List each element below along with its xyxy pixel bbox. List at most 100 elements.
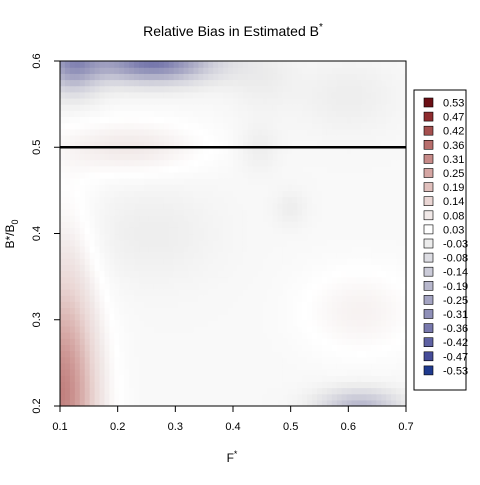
heatmap-cell (148, 288, 155, 296)
heatmap-cell (119, 350, 125, 358)
heatmap-cell (297, 190, 303, 198)
heatmap-cell (272, 153, 279, 161)
heatmap-cell (252, 79, 259, 87)
heatmap-cell (158, 67, 165, 74)
heatmap-cell (292, 399, 298, 407)
heatmap-cell (267, 362, 274, 370)
heatmap-cell (302, 134, 308, 142)
heatmap-cell (233, 227, 239, 235)
heatmap-cell (252, 97, 259, 105)
heatmap-cell (312, 288, 318, 296)
heatmap-cell (163, 178, 170, 185)
heatmap-cell (237, 282, 244, 290)
heatmap-cell (312, 245, 318, 253)
heatmap-cell (208, 73, 214, 81)
heatmap-cell (148, 159, 155, 167)
heatmap-cell (64, 208, 71, 216)
heatmap-cell (94, 159, 101, 167)
heatmap-cell (336, 399, 343, 407)
heatmap-cell (144, 67, 150, 74)
heatmap-cell (109, 110, 115, 118)
heatmap-cell (114, 61, 120, 68)
heatmap-cell (153, 332, 160, 339)
heatmap-cell (237, 147, 244, 155)
heatmap-cell (312, 375, 318, 382)
heatmap-cell (242, 393, 249, 401)
heatmap-cell (148, 313, 155, 321)
heatmap-cell (119, 147, 125, 155)
heatmap-cell (361, 233, 368, 241)
heatmap-cell (94, 295, 101, 302)
heatmap-cell (307, 165, 313, 173)
heatmap-cell (84, 282, 91, 290)
heatmap-cell (401, 221, 407, 228)
heatmap-cell (198, 239, 204, 247)
heatmap-cell (366, 313, 372, 321)
heatmap-cell (198, 97, 204, 105)
heatmap-cell (386, 190, 392, 198)
heatmap-cell (277, 91, 284, 99)
heatmap-cell (89, 67, 96, 74)
heatmap-cell (297, 399, 303, 407)
heatmap-cell (168, 369, 175, 376)
heatmap-cell (119, 282, 125, 290)
heatmap-cell (326, 122, 333, 130)
heatmap-cell (64, 319, 71, 327)
heatmap-cell (213, 73, 219, 81)
heatmap-cell (257, 381, 264, 389)
heatmap-cell (114, 104, 120, 111)
heatmap-cell (317, 85, 323, 93)
heatmap-cell (139, 159, 145, 167)
heatmap-cell (361, 313, 368, 321)
heatmap-cell (99, 245, 106, 253)
heatmap-cell (346, 301, 353, 309)
heatmap-cell (109, 221, 115, 228)
heatmap-cell (163, 381, 170, 389)
heatmap-cell (188, 67, 195, 74)
heatmap-cell (203, 202, 209, 210)
heatmap-cell (158, 91, 165, 99)
heatmap-cell (391, 110, 397, 118)
heatmap-cell (173, 91, 180, 99)
heatmap-cell (134, 184, 140, 191)
heatmap-cell (297, 258, 303, 265)
heatmap-cell (401, 387, 407, 395)
heatmap-cell (376, 332, 382, 339)
heatmap-cell (331, 338, 338, 345)
heatmap-cell (178, 282, 185, 290)
heatmap-cell (183, 301, 190, 309)
heatmap-cell (178, 276, 185, 284)
heatmap-cell (129, 344, 135, 352)
legend-label: -0.25 (443, 295, 468, 307)
heatmap-cell (79, 147, 86, 155)
heatmap-cell (223, 313, 229, 321)
heatmap-cell (203, 122, 209, 130)
heatmap-cell (60, 110, 66, 118)
heatmap-cell (124, 288, 130, 296)
heatmap-cell (242, 122, 249, 130)
heatmap-cell (272, 110, 279, 118)
heatmap-cell (302, 399, 308, 407)
heatmap-cell (292, 196, 298, 204)
heatmap-cell (119, 104, 125, 111)
heatmap-cell (153, 202, 160, 210)
heatmap-cell (158, 362, 165, 370)
heatmap-cell (247, 122, 254, 130)
heatmap-cell (114, 165, 120, 173)
heatmap-cell (89, 128, 96, 136)
heatmap-cell (139, 73, 145, 81)
heatmap-cell (223, 97, 229, 105)
heatmap-cell (94, 245, 101, 253)
heatmap-cell (178, 307, 185, 315)
heatmap-cell (208, 301, 214, 309)
heatmap-cell (302, 215, 308, 222)
heatmap-cell (218, 85, 224, 93)
heatmap-cell (183, 67, 190, 74)
heatmap-cell (104, 319, 111, 327)
heatmap-cell (233, 104, 239, 111)
heatmap-cell (277, 307, 284, 315)
heatmap-cell (391, 227, 397, 235)
heatmap-cell (381, 141, 387, 148)
heatmap-cell (79, 251, 86, 259)
heatmap-cell (361, 319, 368, 327)
